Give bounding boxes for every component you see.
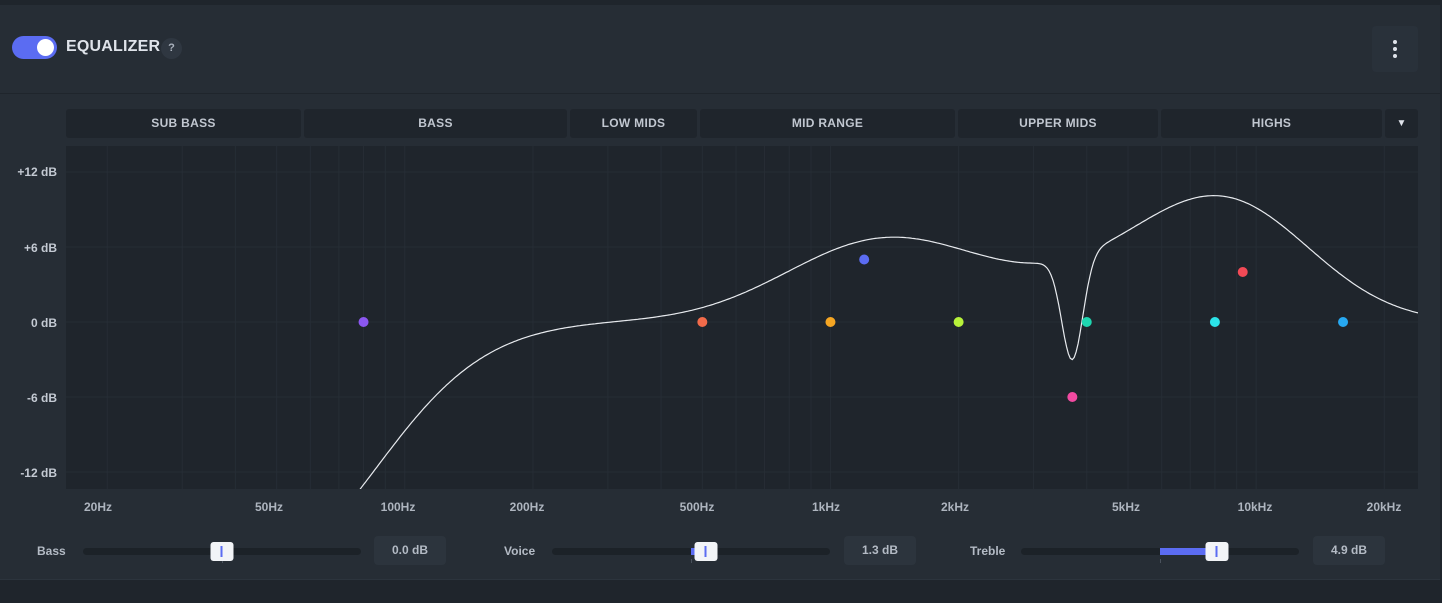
eq-point-5[interactable]	[953, 317, 964, 327]
x-label-100hz: 100Hz	[380, 500, 416, 514]
band-dropdown-button[interactable]: ▼	[1385, 109, 1418, 138]
band-bass[interactable]: BASS	[304, 109, 567, 138]
band-highs[interactable]: HIGHS	[1161, 109, 1382, 138]
y-label-minus12: -12 dB	[20, 466, 57, 480]
treble-fill	[1160, 548, 1217, 555]
x-label-10khz: 10kHz	[1237, 500, 1273, 514]
band-sub-bass[interactable]: SUB BASS	[66, 109, 301, 138]
x-label-2khz: 2kHz	[940, 500, 970, 514]
bass-slider[interactable]	[83, 542, 361, 563]
band-tabs: SUB BASS BASS LOW MIDS MID RANGE UPPER M…	[66, 109, 1418, 138]
x-label-500hz: 500Hz	[679, 500, 715, 514]
equalizer-header: EQUALIZER ?	[0, 5, 1440, 94]
eq-point-10[interactable]	[1338, 317, 1349, 327]
vertical-gridlines	[106, 146, 1385, 489]
eq-point-9[interactable]	[1237, 267, 1248, 277]
bass-label: Bass	[37, 544, 66, 558]
voice-center-tick	[691, 559, 692, 563]
eq-point-3[interactable]	[825, 317, 836, 327]
eq-response-curve	[359, 194, 1418, 489]
band-low-mids[interactable]: LOW MIDS	[570, 109, 697, 138]
bass-value[interactable]: 0.0 dB	[374, 536, 446, 565]
eq-point-1[interactable]	[358, 317, 369, 327]
treble-value[interactable]: 4.9 dB	[1313, 536, 1385, 565]
eq-point-8[interactable]	[1209, 317, 1220, 327]
equalizer-toggle[interactable]	[12, 36, 57, 59]
horizontal-gridlines	[66, 171, 1418, 473]
eq-points[interactable]	[358, 254, 1349, 403]
y-label-plus6: +6 dB	[23, 241, 57, 255]
y-label-plus12: +12 dB	[17, 165, 57, 179]
kebab-dot	[1393, 47, 1397, 51]
kebab-menu-icon	[1393, 40, 1397, 44]
eq-point-2[interactable]	[697, 317, 708, 327]
eq-point-6[interactable]	[1067, 392, 1078, 402]
x-label-20khz: 20kHz	[1366, 500, 1402, 514]
x-label-5khz: 5kHz	[1111, 500, 1141, 514]
kebab-dot	[1393, 54, 1397, 58]
more-options-button[interactable]	[1372, 26, 1418, 72]
band-upper-mids[interactable]: UPPER MIDS	[958, 109, 1158, 138]
voice-label: Voice	[504, 544, 536, 558]
x-label-20hz: 20Hz	[83, 500, 113, 514]
band-mid-range[interactable]: MID RANGE	[700, 109, 955, 138]
x-label-1khz: 1kHz	[811, 500, 841, 514]
eq-graph[interactable]	[66, 146, 1418, 489]
help-icon[interactable]: ?	[161, 38, 182, 59]
voice-slider[interactable]	[552, 542, 830, 563]
voice-slider-thumb[interactable]	[694, 542, 718, 561]
treble-slider-thumb[interactable]	[1205, 542, 1229, 561]
voice-value[interactable]: 1.3 dB	[844, 536, 916, 565]
toggle-knob	[37, 39, 54, 56]
y-label-minus6: -6 dB	[27, 391, 57, 405]
x-label-200hz: 200Hz	[509, 500, 545, 514]
eq-graph-svg[interactable]	[66, 146, 1418, 489]
x-label-50hz: 50Hz	[254, 500, 284, 514]
y-label-0: 0 dB	[30, 316, 57, 330]
bass-center-tick	[222, 559, 223, 563]
treble-label: Treble	[970, 544, 1006, 558]
equalizer-title: EQUALIZER	[66, 38, 161, 55]
treble-slider[interactable]	[1021, 542, 1299, 563]
eq-point-4[interactable]	[859, 254, 870, 265]
caret-down-icon: ▼	[1396, 118, 1407, 129]
bass-slider-thumb[interactable]	[210, 542, 234, 561]
treble-center-tick	[1160, 559, 1161, 563]
eq-point-7[interactable]	[1081, 317, 1092, 327]
